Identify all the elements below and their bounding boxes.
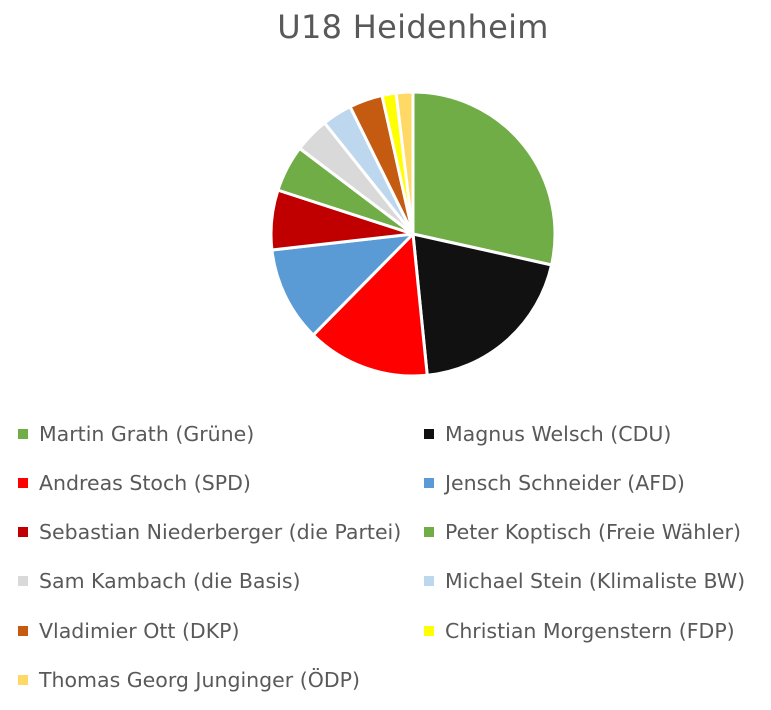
legend-label: Jensch Schneider (AFD): [445, 471, 685, 495]
legend-swatch: [424, 478, 434, 488]
legend-label: Christian Morgenstern (FDP): [445, 619, 735, 643]
chart-title: U18 Heidenheim: [277, 8, 549, 46]
legend-item: Michael Stein (Klimaliste BW): [424, 569, 745, 593]
legend-swatch: [18, 675, 28, 685]
legend-label: Thomas Georg Junginger (ÖDP): [39, 668, 361, 692]
legend-label: Sebastian Niederberger (die Partei): [39, 520, 402, 544]
pie-slice: [411, 232, 554, 377]
legend-item: Sebastian Niederberger (die Partei): [18, 520, 401, 544]
legend-swatch: [18, 478, 28, 488]
legend-swatch: [18, 429, 28, 439]
pie-slice: [311, 232, 429, 378]
legend-item: Sam Kambach (die Basis): [18, 569, 301, 593]
legend-label: Peter Koptisch (Freie Wähler): [445, 520, 741, 544]
legend-swatch: [424, 527, 434, 537]
legend-swatch: [18, 527, 28, 537]
legend-item: Magnus Welsch (CDU): [424, 422, 671, 446]
legend-item: Jensch Schneider (AFD): [424, 471, 685, 495]
legend-label: Sam Kambach (die Basis): [39, 569, 301, 593]
legend-swatch: [18, 576, 28, 586]
legend-item: Christian Morgenstern (FDP): [424, 619, 735, 643]
legend-swatch: [18, 626, 28, 636]
legend-item: Thomas Georg Junginger (ÖDP): [18, 668, 360, 692]
pie-chart: [269, 90, 557, 378]
legend-label: Magnus Welsch (CDU): [445, 422, 672, 446]
legend-swatch: [424, 626, 434, 636]
legend-item: Martin Grath (Grüne): [18, 422, 254, 446]
legend-item: Peter Koptisch (Freie Wähler): [424, 520, 741, 544]
legend-label: Martin Grath (Grüne): [39, 422, 255, 446]
legend-label: Michael Stein (Klimaliste BW): [445, 569, 746, 593]
legend-label: Vladimier Ott (DKP): [39, 619, 240, 643]
pie-slice: [270, 232, 415, 337]
legend-swatch: [424, 429, 434, 439]
legend-item: Vladimier Ott (DKP): [18, 619, 240, 643]
pie-slice: [411, 90, 557, 267]
pie-slice: [394, 90, 415, 236]
legend-label: Andreas Stoch (SPD): [39, 471, 251, 495]
legend-swatch: [424, 576, 434, 586]
legend-item: Andreas Stoch (SPD): [18, 471, 251, 495]
